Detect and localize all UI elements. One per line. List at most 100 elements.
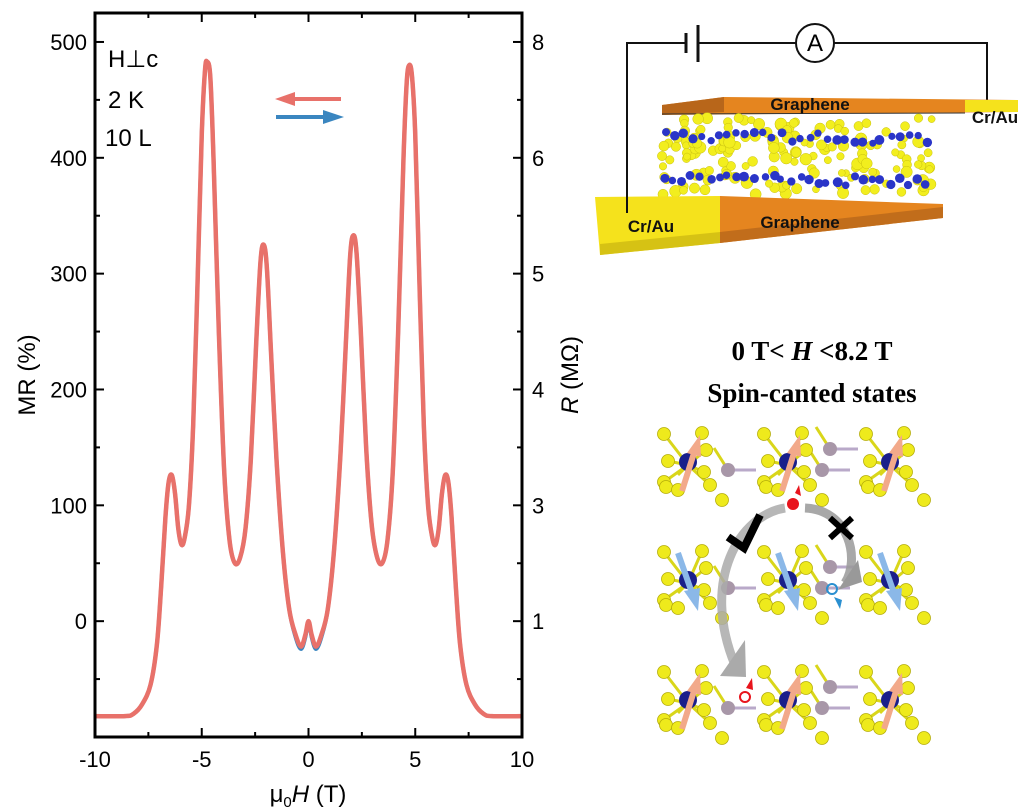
sulfur-atom (671, 601, 685, 615)
chromium-atom (888, 132, 896, 140)
sulfur-atom (703, 716, 717, 730)
sulfur-atom (699, 681, 713, 695)
sulfur-atom (899, 465, 913, 479)
sulfur-atom (780, 152, 793, 165)
sulfur-atom (837, 187, 849, 199)
electron-spin-up-icon (739, 691, 751, 703)
sulfur-atom (905, 478, 919, 492)
chromium-atom (722, 130, 731, 139)
chromium-atom (732, 129, 740, 137)
germanium-atom (815, 581, 829, 595)
chromium-atom (761, 173, 770, 181)
sulfur-atom (836, 152, 845, 161)
sulfur-atom (917, 731, 931, 745)
y-right-tick-label: 5 (532, 262, 544, 287)
sulfur-atom (799, 443, 813, 457)
chromium-atom (868, 175, 877, 184)
sulfur-atom (917, 611, 931, 625)
sulfur-atom (679, 185, 688, 195)
chromium-atom (685, 171, 695, 180)
sulfur-atom (723, 122, 733, 133)
device-schematic: A Graphene Cr/Au Cr/Au Graphene (595, 23, 1018, 255)
top-contact-label: Cr/Au (972, 108, 1018, 127)
sulfur-atom (757, 545, 771, 559)
sulfur-atom (927, 115, 936, 123)
sulfur-atom (859, 427, 873, 441)
y-tick-label: 100 (50, 493, 87, 518)
sulfur-atom (657, 151, 667, 161)
sulfur-atom (657, 665, 671, 679)
sulfur-atom (697, 465, 711, 479)
chromium-atom (662, 128, 671, 137)
sulfur-atom (799, 681, 813, 695)
sulfur-atom (715, 493, 729, 507)
y-right-tick-label: 1 (532, 609, 544, 634)
sulfur-atom (747, 156, 758, 167)
sulfur-atom (896, 187, 907, 197)
bottom-graphene-label: Graphene (760, 213, 839, 232)
sulfur-atom (661, 692, 675, 706)
sulfur-atom (825, 119, 836, 130)
chromium-atom (804, 174, 814, 185)
sulfur-atom (863, 572, 877, 586)
sulfur-atom (925, 165, 934, 174)
sulfur-atom (840, 126, 850, 136)
sulfur-atom (695, 426, 709, 440)
sulfur-atom (771, 601, 785, 615)
y-tick-label: 0 (75, 609, 87, 634)
chromium-atom (749, 128, 759, 138)
x-tick-label: 10 (510, 747, 534, 772)
chromium-atom (857, 137, 868, 147)
sulfur-atom (901, 681, 915, 695)
germanium-atom (815, 701, 829, 715)
chromium-atom (905, 131, 914, 139)
sulfur-atom (815, 493, 829, 507)
chromium-atom (841, 181, 850, 190)
chromium-atom (840, 135, 849, 144)
annotation-layers: 10 L (105, 125, 152, 152)
sulfur-atom (715, 731, 729, 745)
sulfur-atom (692, 113, 704, 125)
sulfur-atom (901, 443, 915, 457)
sulfur-atom (815, 611, 829, 625)
sulfur-atom (901, 561, 915, 575)
x-tick-label: 5 (409, 747, 421, 772)
sulfur-atom (759, 598, 773, 612)
cross-icon (827, 515, 855, 541)
crystal-layer (657, 664, 931, 745)
chromium-atom (814, 178, 824, 189)
chromium-atom (797, 173, 806, 181)
spin-canted-crystal (657, 426, 931, 745)
sulfur-atom (803, 716, 817, 730)
chromium-atom (716, 173, 724, 182)
sulfur-atom (905, 596, 919, 610)
chromium-atom (922, 137, 933, 148)
sulfur-atom (897, 544, 911, 558)
sulfur-atom (671, 141, 681, 152)
chromium-atom (832, 135, 842, 145)
sulfur-atom (892, 165, 901, 173)
sulfur-atom (717, 156, 729, 168)
sulfur-atom (881, 127, 891, 137)
sulfur-atom (703, 596, 717, 610)
crystal-layer (657, 544, 931, 625)
chromium-atom (749, 174, 759, 184)
electron-spin-down-arrow-icon (834, 597, 842, 609)
electron-spin-up-arrow-icon (746, 678, 753, 690)
sweep-up-arrow-icon (276, 110, 344, 124)
chromium-atom (869, 139, 877, 147)
chromium-atom (695, 172, 704, 181)
crystal-atoms (657, 112, 937, 201)
y-right-tick-label: 4 (532, 377, 544, 402)
sulfur-atom (905, 716, 919, 730)
blocked-tunneling-arrowhead (838, 560, 862, 590)
sulfur-atom (873, 601, 887, 615)
sulfur-atom (861, 718, 875, 732)
sulfur-atom (816, 139, 827, 151)
chromium-atom (851, 172, 860, 181)
sulfur-atom (923, 148, 933, 158)
sweep-down-arrow-icon (275, 92, 341, 106)
sulfur-atom (869, 184, 880, 195)
sulfur-atom (659, 162, 667, 171)
chromium-atom (832, 177, 843, 188)
